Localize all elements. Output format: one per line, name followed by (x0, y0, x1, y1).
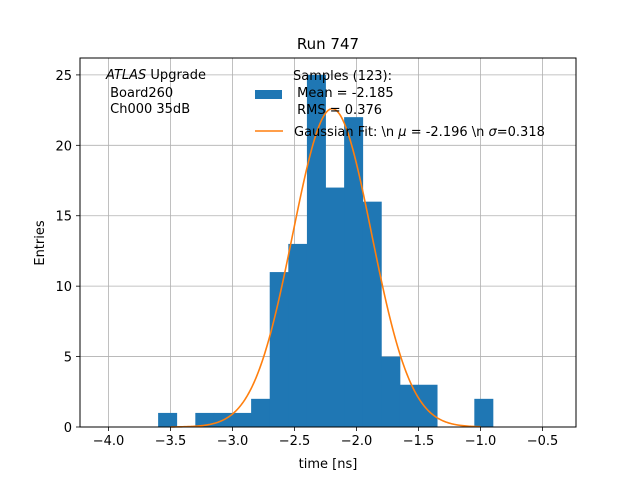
fit-curve (170, 107, 481, 428)
y-tick-label: 5 (64, 351, 72, 366)
histogram-bar (344, 117, 364, 427)
x-tick-label: −1.5 (403, 434, 435, 449)
legend-hist-line-2: Mean = -2.185 (293, 86, 394, 101)
legend-hist-swatch (255, 90, 282, 99)
histogram-bar (381, 356, 401, 427)
legend-hist-line-1: Samples (123): (293, 69, 392, 84)
x-tick-label: −3.0 (217, 434, 249, 449)
x-tick-label: −3.5 (155, 434, 187, 449)
plot-frame (79, 57, 577, 428)
histogram-bar (269, 272, 289, 427)
x-tick-label: −4.0 (93, 434, 125, 449)
atlas-annotation: ATLAS Upgrade Board260 Ch000 35dB (105, 68, 206, 117)
y-tick-label: 25 (55, 69, 72, 84)
histogram-bar (158, 412, 178, 427)
x-axis-title: time [ns] (299, 457, 358, 472)
histogram-bars (158, 74, 494, 428)
histogram-bar (232, 412, 252, 427)
y-tick-label: 15 (55, 210, 72, 225)
svg-text:ATLAS Upgrade: ATLAS Upgrade (105, 68, 206, 83)
histogram-bar (251, 398, 271, 427)
x-tick-label: −0.5 (527, 434, 559, 449)
histogram-bar (399, 384, 419, 427)
histogram-bar (306, 74, 326, 428)
annotation-atlas: ATLAS (105, 68, 146, 83)
x-tick-label: −2.0 (341, 434, 373, 449)
histogram-bar (474, 398, 494, 427)
x-tick-label: −2.5 (279, 434, 311, 449)
y-tick-label: 10 (55, 280, 72, 295)
histogram-bar (418, 384, 438, 427)
x-tick-label: −1.0 (465, 434, 497, 449)
annotation-line-3: Ch000 35dB (106, 102, 190, 117)
chart-title: Run 747 (297, 35, 359, 53)
x-axis-ticks: −4.0 −3.5 −3.0 −2.5 −2.0 −1.5 −1.0 −0.5 (93, 427, 559, 449)
histogram-bar (288, 243, 308, 427)
y-axis-title: Entries (33, 220, 48, 266)
y-tick-label: 20 (55, 139, 72, 154)
y-axis-ticks: 0 5 10 15 20 25 (55, 69, 80, 436)
legend: Samples (123): Mean = -2.185 RMS = 0.376… (255, 69, 545, 140)
y-tick-label: 0 (64, 421, 72, 436)
histogram-bar (325, 187, 345, 427)
histogram-bar (195, 412, 215, 427)
gaussian-fit (170, 107, 481, 428)
annotation-line-2: Board260 (106, 86, 173, 101)
legend-fit-label: Gaussian Fit: \n μ = -2.196 \n σ=0.318 (294, 125, 545, 140)
annotation-line-1: Upgrade (150, 68, 206, 83)
legend-hist-line-3: RMS = 0.376 (293, 103, 382, 118)
